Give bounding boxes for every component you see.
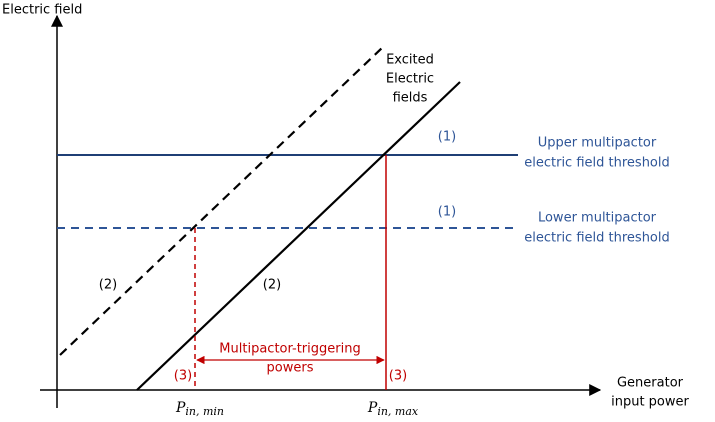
- curve-marker: (2): [99, 278, 117, 293]
- power-subscript: in, max: [377, 405, 419, 418]
- curves-label: fields: [393, 91, 428, 106]
- range-label: powers: [267, 361, 314, 376]
- x-axis-label: Generator: [617, 376, 684, 391]
- power-symbol: P: [175, 400, 186, 416]
- threshold-marker: (1): [438, 130, 456, 145]
- power-subscript: in, min: [185, 405, 224, 418]
- threshold-label: Upper multipactor: [538, 136, 657, 151]
- min-power-label: Pin, min: [175, 400, 224, 418]
- threshold-label: electric field threshold: [524, 231, 670, 246]
- curve-marker: (2): [263, 278, 281, 293]
- threshold-label: electric field threshold: [524, 156, 670, 171]
- range-marker: (3): [174, 369, 192, 384]
- solid-field-line: [136, 81, 461, 391]
- threshold-marker: (1): [438, 205, 456, 220]
- max-power-label: Pin, max: [367, 400, 419, 418]
- threshold-label: Lower multipactor: [538, 211, 657, 226]
- x-axis-label: input power: [611, 395, 689, 410]
- power-symbol: P: [367, 400, 378, 416]
- curves-label: Electric: [386, 72, 434, 87]
- curves-label: Excited: [386, 53, 434, 68]
- range-label: Multipactor-triggering: [219, 342, 360, 357]
- range-marker: (3): [389, 369, 407, 384]
- y-axis-label: Electric field: [2, 3, 82, 18]
